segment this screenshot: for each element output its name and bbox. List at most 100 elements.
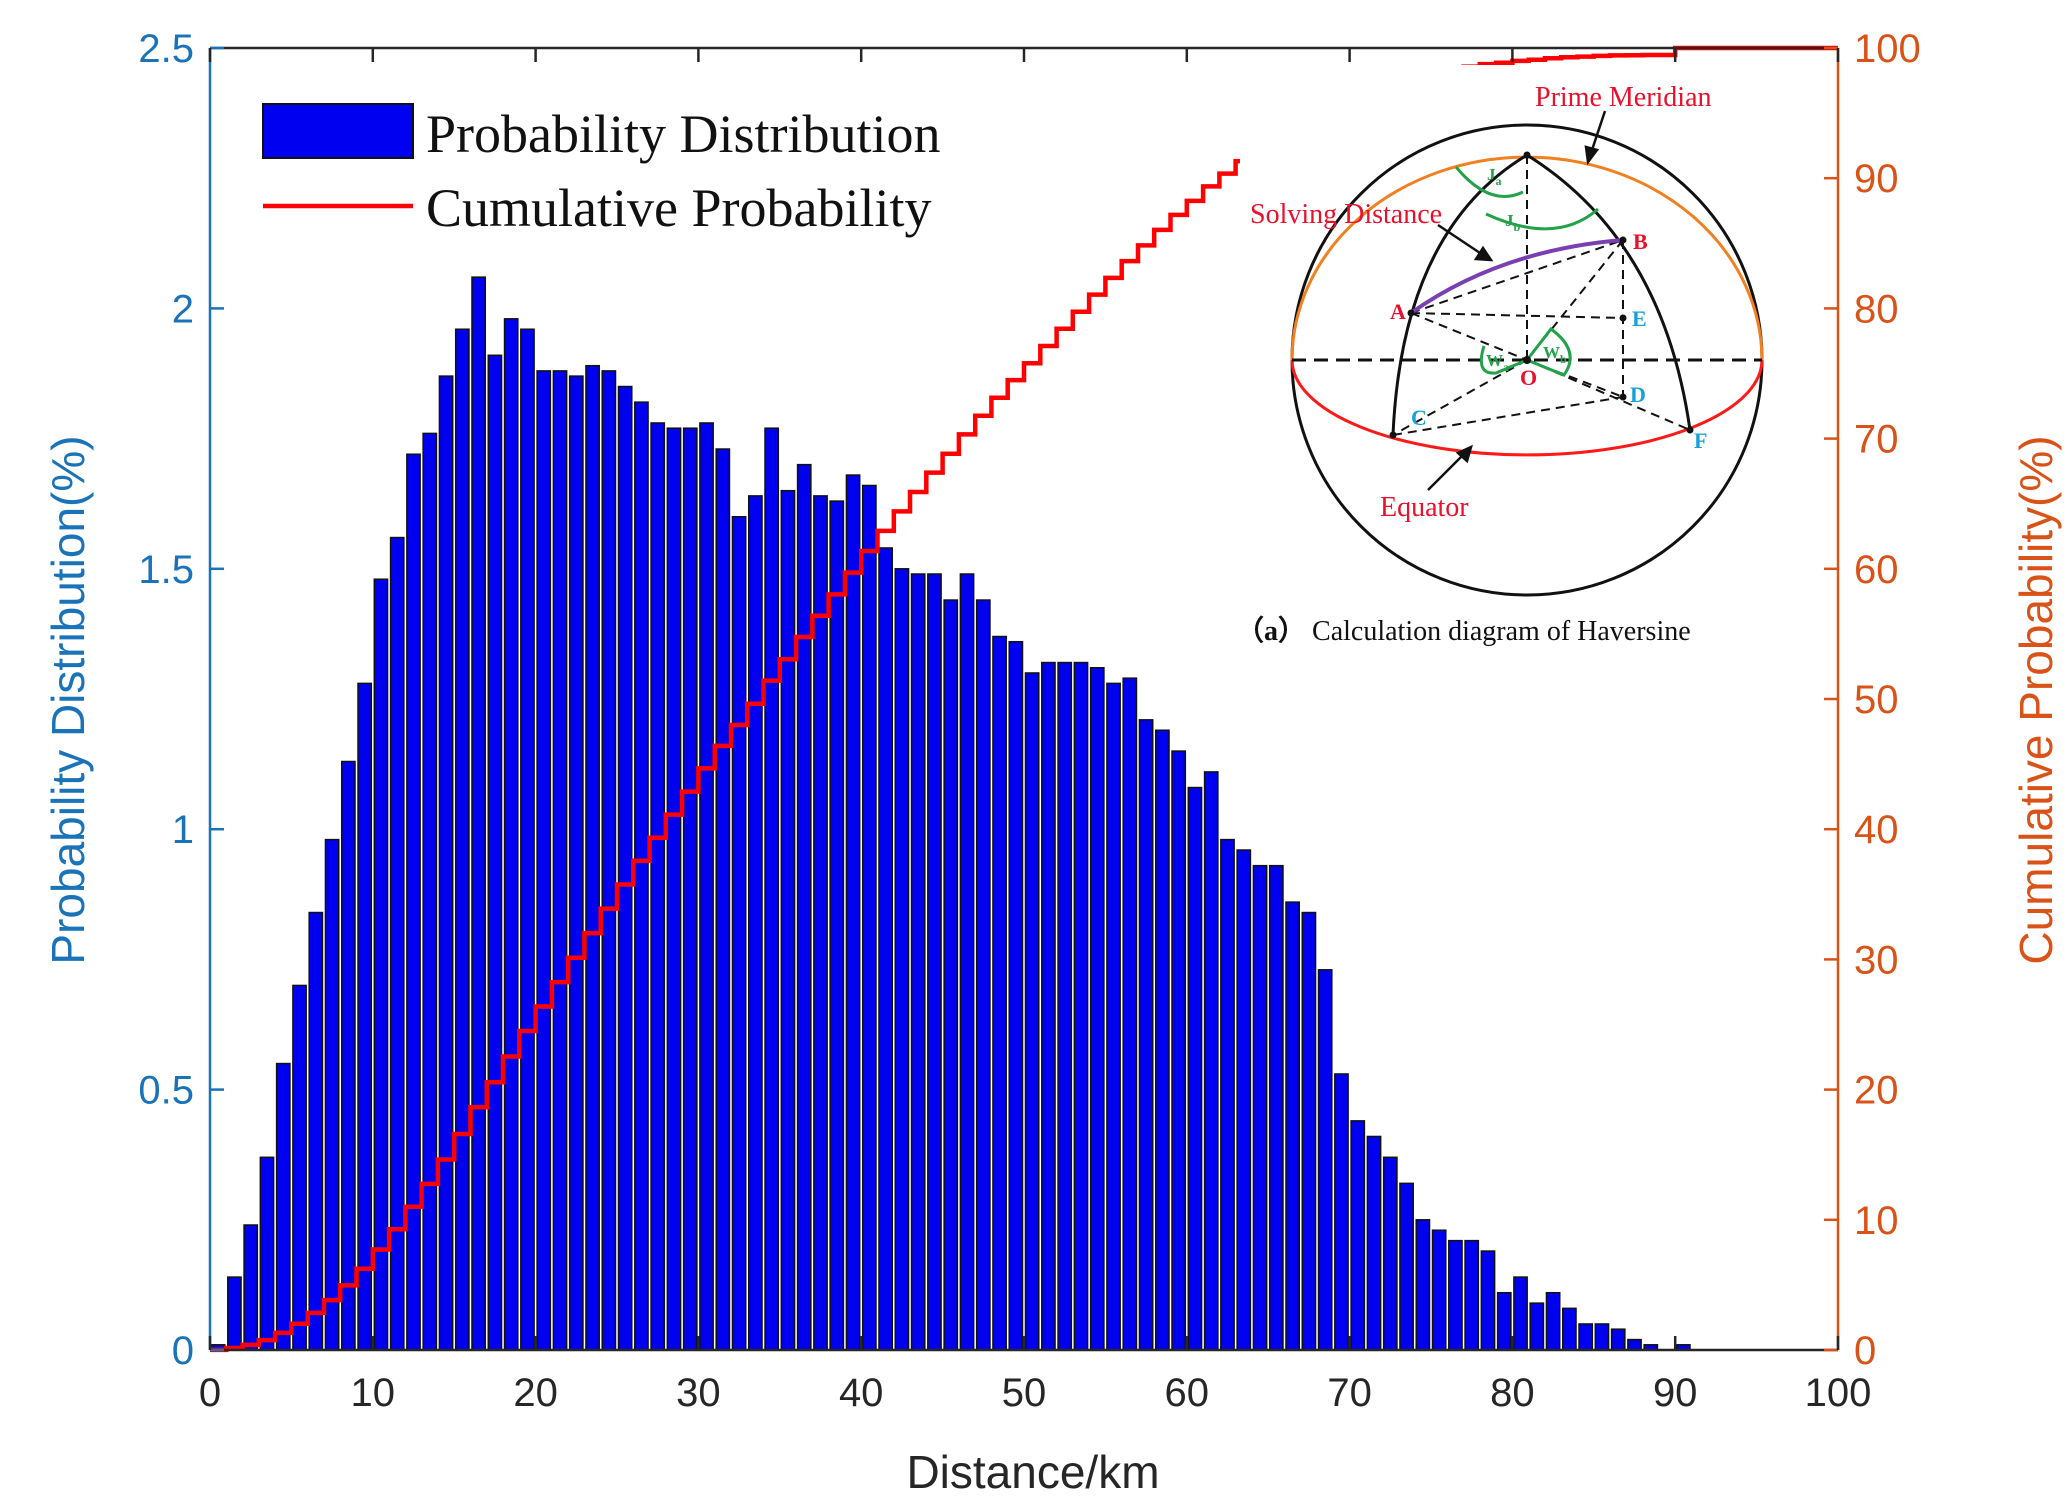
bottom-tick-label: 20 [513, 1371, 558, 1415]
right-tick-label: 10 [1854, 1199, 1899, 1243]
histogram-bar [975, 599, 991, 1351]
legend-label-probability: Probability Distribution [426, 104, 941, 164]
angle-arc-wa [1479, 345, 1528, 375]
histogram-bar [1057, 661, 1073, 1351]
histogram-bar [845, 474, 861, 1351]
histogram-bar [1464, 1239, 1480, 1351]
y-right-axis-title: Cumulative Probability(%) [2010, 435, 2062, 964]
histogram-bar [406, 453, 421, 1351]
histogram-bar [992, 635, 1007, 1351]
point-label-a: A [1390, 299, 1406, 324]
right-tick-label: 90 [1854, 157, 1899, 201]
point-label-c: C [1411, 405, 1427, 430]
histogram-bar [1431, 1229, 1447, 1351]
histogram-bar [861, 484, 877, 1351]
histogram-bar [927, 573, 942, 1351]
histogram-bar [1480, 1250, 1496, 1351]
histogram-bar [796, 463, 812, 1351]
histogram-bar [1171, 750, 1187, 1351]
histogram-bar [894, 568, 910, 1351]
right-tick-label: 70 [1854, 418, 1899, 462]
haversine-inset: Prime Meridian Solving Distance Equator … [1236, 65, 1800, 655]
probability-bars [210, 276, 1691, 1351]
histogram-bar [943, 599, 959, 1351]
legend: Probability Distribution Cumulative Prob… [262, 103, 941, 238]
label-prime-meridian: Prime Meridian [1535, 82, 1712, 113]
histogram-bar [1252, 864, 1268, 1351]
label-solving-distance: Solving Distance [1250, 199, 1442, 230]
histogram-bar [1334, 1073, 1349, 1351]
histogram-bar [1545, 1291, 1561, 1351]
histogram-bar [503, 318, 519, 1351]
histogram-bar [764, 427, 780, 1351]
histogram-bar [1203, 771, 1219, 1351]
bottom-tick-label: 60 [1165, 1371, 1210, 1415]
meridian-right [1526, 153, 1692, 431]
annotation-arrows [1427, 110, 1607, 491]
histogram-bar [552, 370, 568, 1351]
histogram-bar [259, 1156, 275, 1351]
histogram-bar [308, 911, 324, 1351]
histogram-bar [227, 1276, 242, 1351]
histogram-bar [1513, 1276, 1528, 1351]
histogram-bar [357, 682, 373, 1351]
histogram-bar [1024, 672, 1040, 1351]
histogram-bar [243, 1224, 259, 1351]
histogram-bar [275, 1062, 291, 1351]
right-tick-label: 50 [1854, 678, 1899, 722]
bottom-tick-label: 30 [676, 1371, 721, 1415]
histogram-bar [536, 370, 552, 1351]
left-tick-label: 2 [172, 287, 194, 331]
histogram-bar [1448, 1239, 1463, 1351]
histogram-bar [1610, 1328, 1626, 1351]
bottom-tick-label: 100 [1805, 1371, 1872, 1415]
histogram-bar [682, 427, 698, 1351]
right-tick-label: 20 [1854, 1069, 1899, 1113]
cumulative-probability-line [210, 45, 1838, 1353]
histogram-bar [1366, 1135, 1382, 1351]
histogram-bar [1122, 677, 1138, 1351]
histogram-bar [666, 427, 682, 1351]
angle-label-wa: Wa [1486, 351, 1509, 374]
left-axis-ticks: 0 0.5 1 1.5 2 2.5 [138, 27, 224, 1373]
histogram-bar [1008, 640, 1024, 1351]
histogram-bar [1220, 838, 1235, 1351]
right-tick-label: 40 [1854, 808, 1899, 852]
histogram-bar [454, 328, 470, 1351]
histogram-bar [617, 385, 633, 1351]
left-tick-label: 1 [172, 808, 194, 852]
histogram-bar [1073, 661, 1089, 1351]
left-tick-label: 0.5 [138, 1069, 194, 1113]
angle-arc-wb [1524, 326, 1572, 377]
point-label-d: D [1630, 382, 1646, 407]
histogram-bar [324, 838, 340, 1351]
histogram-bar [1301, 911, 1317, 1351]
histogram-bar [1268, 864, 1284, 1351]
right-axis-ticks: 0 10 20 30 40 50 60 70 80 90 100 [1824, 27, 1921, 1373]
histogram-bar [878, 547, 894, 1351]
bottom-tick-label: 80 [1490, 1371, 1535, 1415]
point-label-b: B [1633, 229, 1648, 254]
histogram-bar [1529, 1302, 1545, 1351]
label-equator: Equator [1380, 492, 1469, 523]
histogram-bar [1317, 969, 1333, 1351]
histogram-bar [340, 760, 356, 1351]
left-tick-label: 2.5 [138, 27, 194, 71]
histogram-bar [910, 573, 926, 1351]
equator-arc [1290, 359, 1764, 457]
x-axis-title: Distance/km [906, 1446, 1159, 1498]
left-tick-label: 0 [172, 1329, 194, 1373]
histogram-bar [1285, 901, 1301, 1351]
histogram-bar [715, 448, 731, 1351]
right-tick-label: 80 [1854, 287, 1899, 331]
right-tick-label: 60 [1854, 548, 1899, 592]
point-label-o: O [1520, 365, 1537, 390]
histogram-bar [699, 422, 714, 1351]
angle-label-ja: Ja [1487, 165, 1502, 188]
inset-points [1389, 151, 1694, 439]
histogram-bar [1578, 1323, 1594, 1351]
histogram-bar [1415, 1219, 1431, 1351]
histogram-bar [1138, 719, 1154, 1351]
histogram-bar [292, 984, 307, 1351]
